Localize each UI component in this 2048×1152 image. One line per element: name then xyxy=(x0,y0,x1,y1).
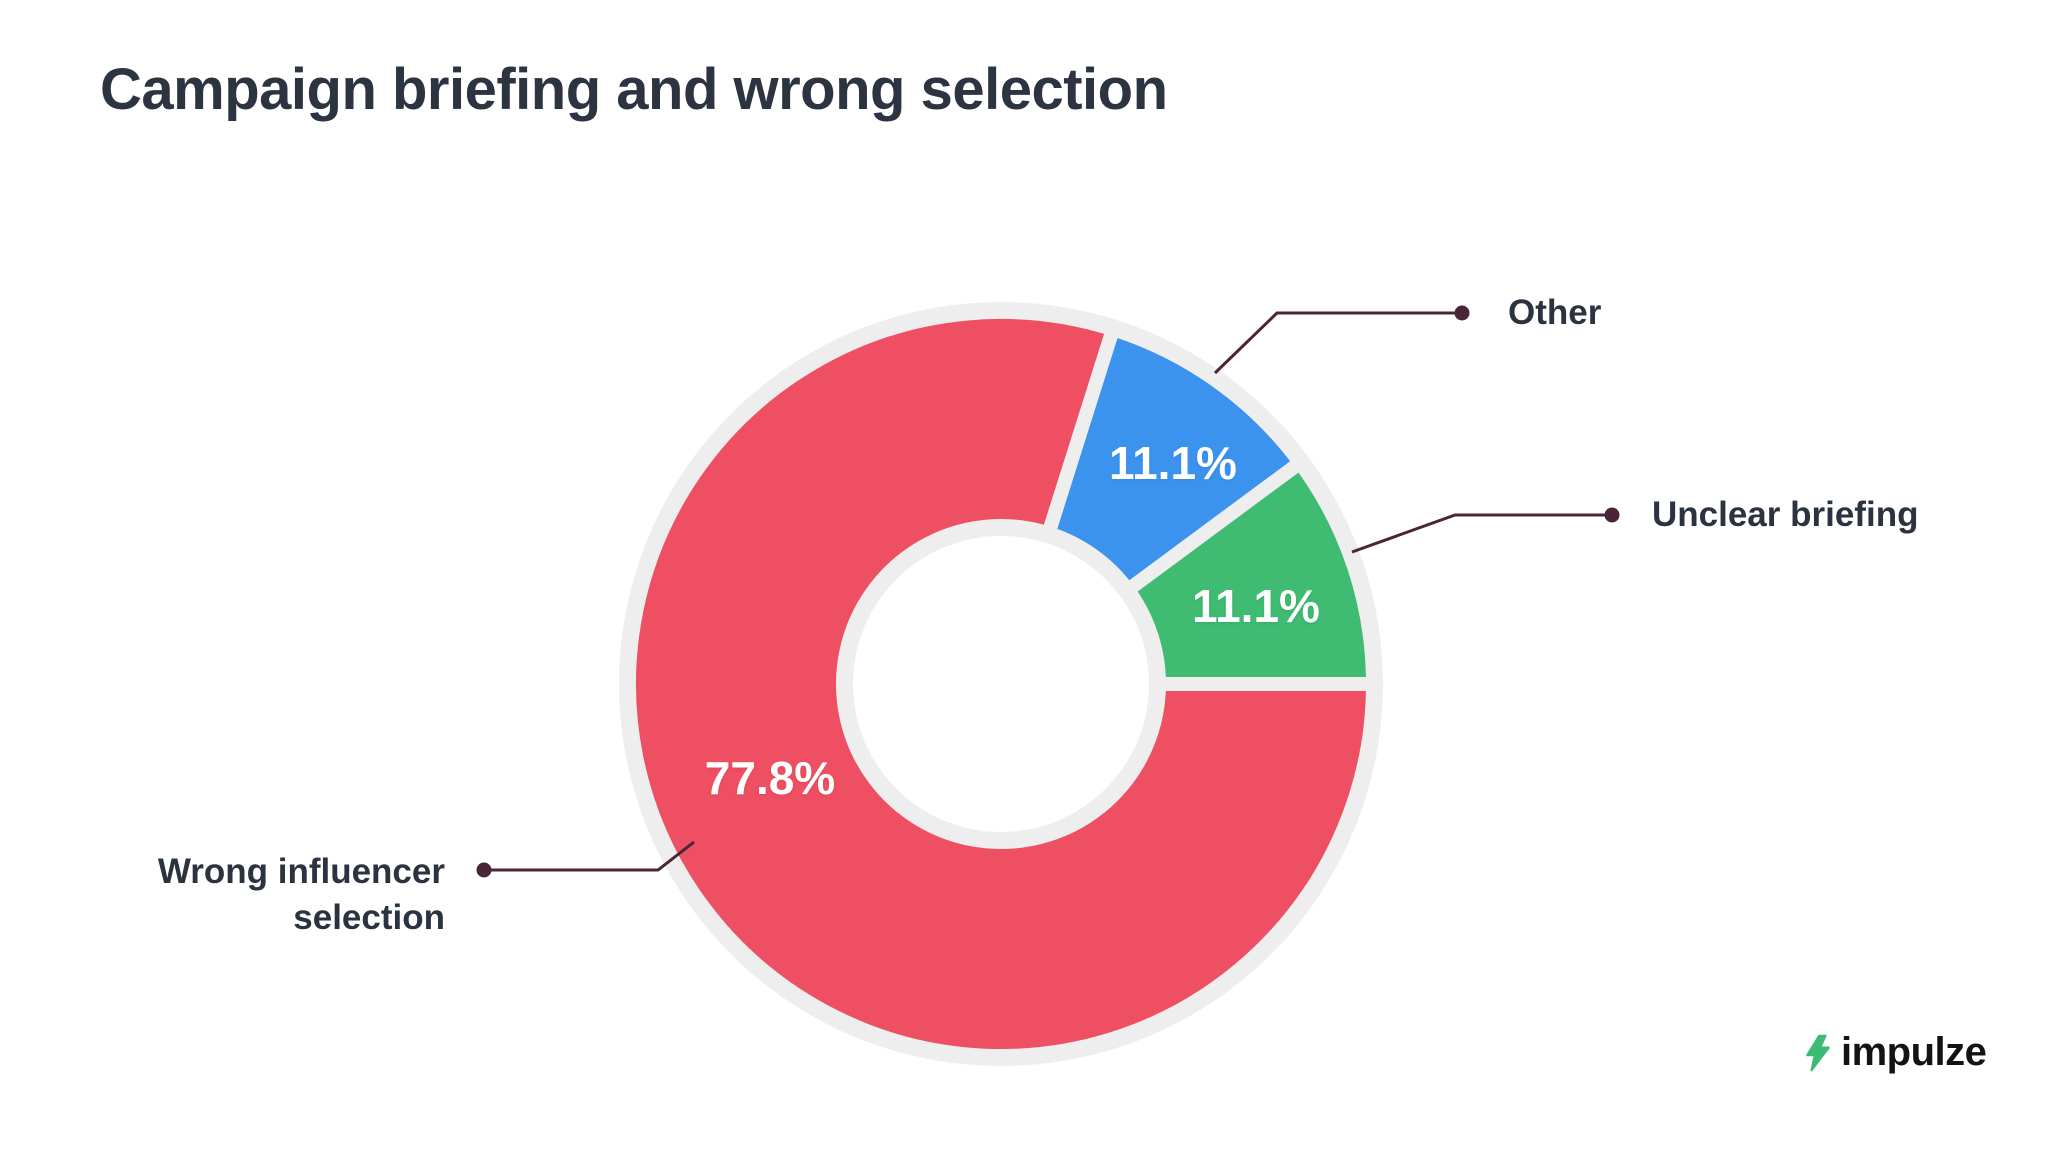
slice-value-label-other: 11.1% xyxy=(1109,437,1237,489)
leader-dot-other xyxy=(1454,305,1470,321)
lightning-bolt-icon xyxy=(1806,1034,1830,1071)
slice-value-label-wrong-influencer-selection: 77.8% xyxy=(704,752,836,804)
slice-unclear-briefing xyxy=(1121,455,1380,691)
donut-hole xyxy=(853,536,1149,832)
leader-line-other xyxy=(1213,311,1456,375)
leader-line-unclear-briefing xyxy=(1351,513,1606,554)
slice-other xyxy=(1041,322,1307,597)
slice-wrong-influencer-selection xyxy=(622,304,1380,1063)
brand-logo: impulze xyxy=(1804,1030,1987,1075)
callout-leader-lines-group xyxy=(476,305,1620,878)
donut-slices-group xyxy=(619,302,1383,1066)
slice-value-label-unclear-briefing: 11.1% xyxy=(1192,580,1320,632)
callout-label-wrong-influencer-selection: Wrong influencer selection xyxy=(157,852,445,937)
leader-line-wrong-influencer-selection xyxy=(490,840,695,872)
leader-dot-unclear-briefing xyxy=(1604,507,1620,523)
brand-name: impulze xyxy=(1841,1030,1987,1074)
chart-title: Campaign briefing and wrong selection xyxy=(100,57,1168,122)
callout-label-other: Other xyxy=(1508,293,1602,332)
leader-dot-wrong-influencer-selection xyxy=(476,862,492,878)
callout-label-unclear-briefing: Unclear briefing xyxy=(1652,495,1919,534)
